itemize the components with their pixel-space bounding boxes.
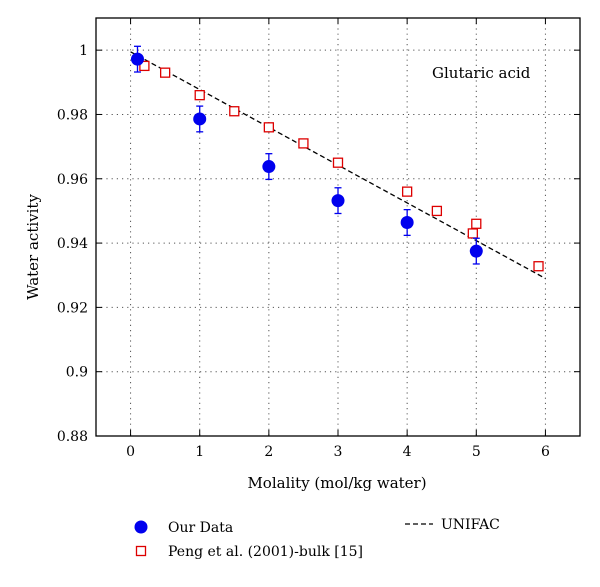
y-tick-label: 0.94 [57,236,88,252]
peng-point [159,67,171,78]
chart-annotation: Glutaric acid [432,64,531,82]
x-tick-label: 4 [403,444,412,460]
legend-marker-peng [135,545,147,557]
peng-point [229,106,240,117]
our-data-point [262,160,276,174]
x-tick-label: 5 [472,444,481,460]
legend-label-our-data: Our Data [168,520,233,536]
legend: Our Data Peng et al. (2001)-bulk [15] UNIF… [134,517,500,560]
our-data-point [130,52,144,66]
our-data-point [400,215,414,229]
peng-point [194,90,205,101]
y-axis-label: Water activity [24,194,42,300]
legend-marker-our-data [134,520,148,534]
y-tick-label: 0.9 [66,365,88,381]
x-axis-label: Molality (mol/kg water) [247,474,426,492]
y-tick-label: 0.98 [57,107,88,123]
plot-marks [130,45,546,280]
legend-label-unifac: UNIFAC [441,517,500,533]
peng-point [467,228,478,239]
peng-point [401,186,413,197]
y-tick-label: 1 [79,43,88,59]
x-tick-label: 0 [126,444,135,460]
peng-point [139,60,150,72]
y-tick-label: 0.92 [57,300,88,316]
peng-point [471,218,482,229]
x-tick-label: 2 [264,444,273,460]
y-tick-label: 0.96 [57,172,88,188]
our-data-point [193,112,207,126]
peng-point [332,157,344,168]
plot-axes: 0 1 2 3 4 5 6 0.88 0.9 0.92 0.94 0.96 0.98 1 [57,17,581,460]
peng-point [431,205,443,217]
legend-label-peng: Peng et al. (2001)-bulk [15] [168,544,363,560]
peng-point [263,122,275,133]
y-tick-label: 0.88 [57,429,88,445]
x-tick-label: 6 [541,444,550,460]
our-data-point [469,244,483,258]
x-tick-label: 3 [334,444,343,460]
peng-point [298,138,309,149]
our-data-point [331,194,345,208]
peng-point [533,261,544,272]
x-tick-label: 1 [195,444,204,460]
